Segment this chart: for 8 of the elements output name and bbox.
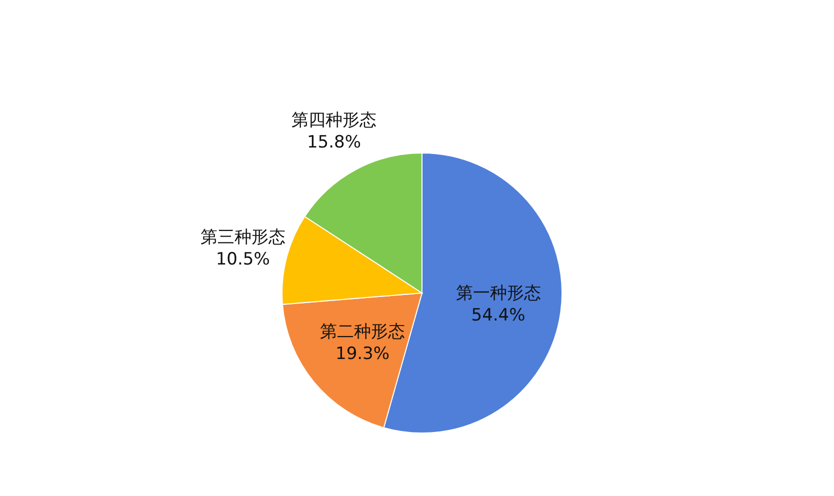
slice-label: 第二种形态 <box>320 322 406 342</box>
data-label: 54.4% <box>471 306 526 326</box>
data-label: 19.3% <box>336 344 390 364</box>
slice-label: 第一种形态 <box>456 284 541 304</box>
slice-label: 第三种形态 <box>200 228 286 248</box>
data-label: 15.8% <box>306 132 361 152</box>
slice-label: 第四种形态 <box>291 110 376 130</box>
data-label: 10.5% <box>216 250 270 270</box>
